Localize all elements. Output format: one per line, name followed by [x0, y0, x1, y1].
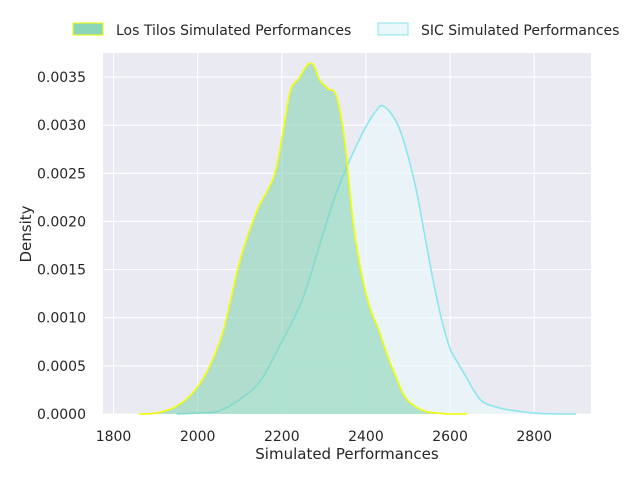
- y-tick-label: 0.0030: [37, 118, 86, 134]
- x-tick-label: 2400: [348, 429, 384, 445]
- y-tick-label: 0.0025: [37, 166, 86, 182]
- y-axis-label: Density: [17, 205, 35, 262]
- y-tick-label: 0.0000: [37, 407, 86, 423]
- los-tilos-legend-swatch: [72, 22, 104, 36]
- sic-density-area: [176, 105, 577, 415]
- y-tick-label: 0.0020: [37, 214, 86, 230]
- legend: Los Tilos Simulated Performances SIC Simu…: [72, 22, 619, 39]
- y-tick-label: 0.0010: [37, 311, 86, 327]
- x-tick-label: 2800: [516, 429, 552, 445]
- sic-legend-swatch: [377, 22, 409, 36]
- density-series: [138, 62, 577, 415]
- x-axis-label: Simulated Performances: [255, 445, 439, 463]
- los-tilos-density-line: [138, 62, 467, 415]
- los-tilos-density-area: [138, 63, 467, 414]
- x-tick-label: 1800: [96, 429, 132, 445]
- x-tick-label: 2200: [264, 429, 300, 445]
- y-tick-label: 0.0035: [37, 70, 86, 86]
- x-tick-label: 2600: [432, 429, 468, 445]
- y-tick-label: 0.0015: [37, 263, 86, 279]
- sic-legend-label: SIC Simulated Performances: [421, 23, 619, 39]
- y-tick-label: 0.0005: [37, 359, 86, 375]
- tick-labels: 1800 2000 2200 2400 2600 2800 0.0000 0.0005 0.00…: [37, 70, 552, 445]
- x-tick-label: 2000: [180, 429, 216, 445]
- los-tilos-legend-label: Los Tilos Simulated Performances: [116, 23, 351, 39]
